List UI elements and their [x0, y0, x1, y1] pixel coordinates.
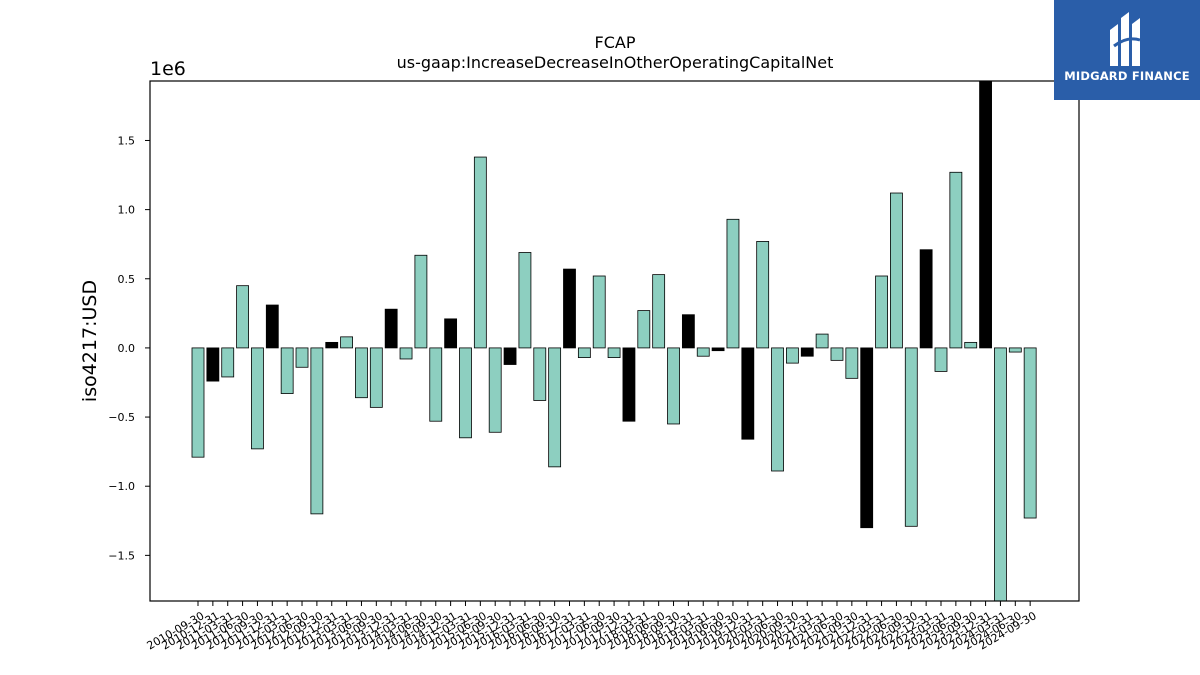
bar-2021-12-31 — [860, 347, 874, 529]
bar-2023-06-30 — [949, 171, 963, 349]
bar-2022-12-31 — [919, 249, 933, 349]
bar-2018-03-31 — [637, 310, 651, 349]
bar-2023-03-31 — [934, 347, 948, 372]
bar-2011-06-30 — [236, 285, 249, 349]
bar-2022-03-31 — [875, 275, 888, 349]
bar-2016-06-30 — [533, 347, 547, 401]
bar-2015-03-31 — [459, 347, 472, 439]
bar-2017-06-30 — [592, 275, 606, 349]
bar-2021-09-30 — [845, 347, 859, 379]
bar-2016-09-30 — [548, 347, 562, 468]
bar-2011-12-31 — [265, 304, 279, 349]
bar-2018-09-30 — [667, 347, 680, 425]
bar-2016-12-31 — [563, 268, 576, 349]
bar-2019-03-31 — [696, 347, 710, 357]
y-axis-multiplier-label: 1e6 — [150, 58, 186, 80]
y-tick-label: 1.0 — [118, 204, 136, 217]
bar-2015-06-30 — [473, 156, 487, 349]
brand-name: MIDGARD FINANCE — [1064, 69, 1190, 83]
bar-2012-12-31 — [325, 341, 339, 349]
bar-2010-12-31 — [206, 347, 220, 382]
bar-2020-12-31 — [800, 347, 814, 357]
y-axis-label: iso4217:USD — [79, 280, 101, 402]
bar-2024-06-30 — [1008, 347, 1022, 353]
y-tick-label: 0.0 — [118, 342, 136, 355]
bar-2013-09-30 — [369, 347, 383, 408]
bar-2017-03-31 — [577, 347, 591, 358]
bar-2024-03-31 — [994, 347, 1007, 602]
x-ticks-group: 2010-09-302010-12-312011-03-312011-06-30… — [145, 601, 1039, 652]
bar-2014-03-31 — [399, 347, 413, 360]
bar-2024-09-30 — [1023, 347, 1037, 519]
y-tick-label: 0.5 — [118, 273, 136, 286]
bar-2010-09-30 — [191, 347, 205, 458]
bar-2022-06-30 — [890, 192, 903, 349]
bar-2023-09-30 — [964, 341, 978, 349]
chart-title: FCAP — [595, 33, 636, 52]
bar-2014-09-30 — [429, 347, 443, 422]
bar-2012-09-30 — [310, 347, 324, 515]
bar-2018-06-30 — [652, 274, 666, 349]
y-tick-label: −1.0 — [108, 480, 135, 493]
bar-2013-03-31 — [340, 336, 354, 349]
bar-2022-09-30 — [904, 347, 918, 527]
bar-2011-03-31 — [221, 347, 235, 378]
midgard-logo-icon — [1110, 12, 1141, 66]
brand-logo: MIDGARD FINANCE — [1054, 0, 1200, 100]
bar-2012-03-31 — [280, 347, 294, 394]
y-tick-label: −1.5 — [108, 549, 135, 562]
bar-2016-03-31 — [518, 252, 532, 349]
bar-2020-09-30 — [786, 347, 799, 364]
bar-2019-06-30 — [711, 347, 725, 352]
chart-subtitle: us-gaap:IncreaseDecreaseInOtherOperating… — [397, 53, 834, 72]
bar-2023-12-31 — [979, 80, 992, 349]
bar-2020-06-30 — [771, 347, 784, 472]
bar-2014-06-30 — [414, 254, 428, 349]
bar-2021-06-30 — [830, 347, 844, 361]
bar-2013-12-31 — [384, 308, 398, 349]
bar-2020-03-31 — [756, 241, 770, 349]
plot-area-frame — [149, 80, 1080, 602]
bar-2014-12-31 — [444, 318, 458, 349]
bar-2021-03-31 — [815, 333, 829, 349]
bar-2015-09-30 — [488, 347, 502, 433]
bar-2018-12-31 — [681, 314, 695, 349]
bar-2015-12-31 — [503, 347, 517, 365]
y-tick-label: −0.5 — [108, 411, 135, 424]
bar-2019-12-31 — [741, 347, 755, 440]
bars-group — [191, 80, 1037, 602]
bar-2017-12-31 — [622, 347, 636, 422]
bar-2013-06-30 — [355, 347, 368, 399]
bar-2011-09-30 — [251, 347, 264, 450]
y-tick-label: 1.5 — [118, 134, 136, 147]
bar-2012-06-30 — [295, 347, 309, 368]
y-ticks-group: −1.5 −1.0 −0.5 0.0 0.5 1.0 1.5 — [108, 134, 150, 562]
bar-2019-09-30 — [726, 218, 740, 349]
bar-2017-09-30 — [607, 347, 621, 358]
